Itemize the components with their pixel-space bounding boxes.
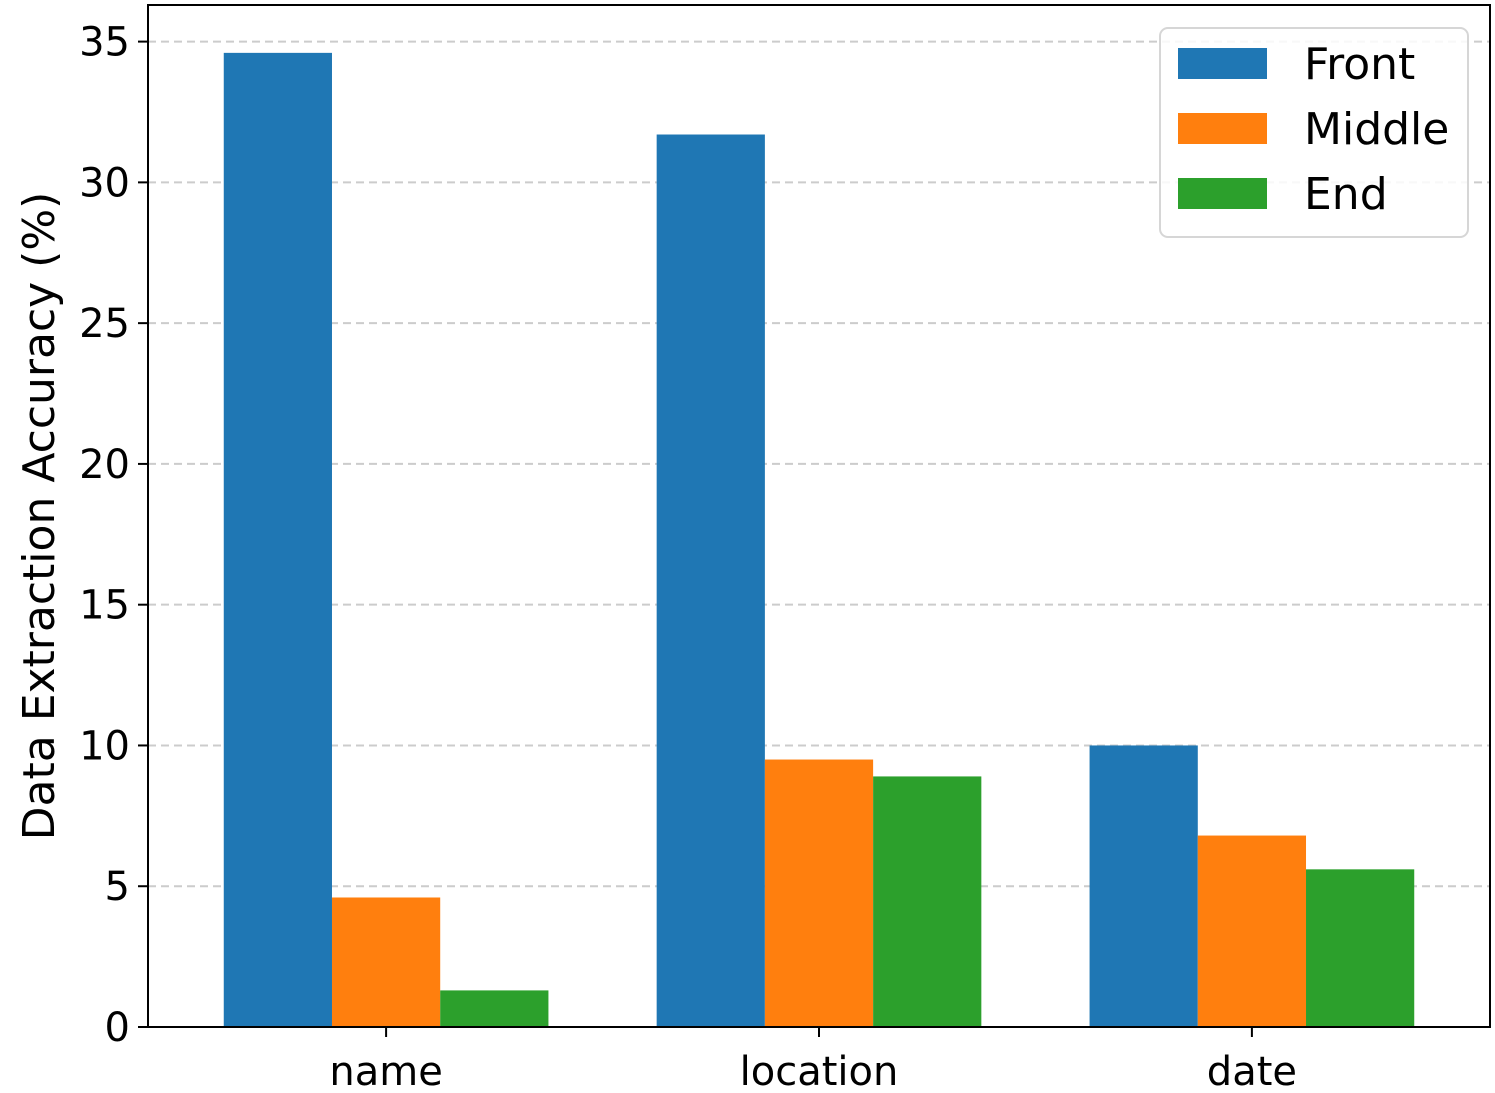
bar-end-date: [1306, 869, 1414, 1027]
legend-label-middle: Middle: [1304, 104, 1449, 155]
bar-front-date: [1090, 745, 1198, 1027]
y-tick-label: 35: [79, 20, 130, 66]
y-axis-title: Data Extraction Accuracy (%): [14, 192, 65, 841]
legend-swatch-end: [1178, 178, 1267, 209]
y-tick-label: 10: [79, 723, 130, 769]
legend-label-end: End: [1304, 169, 1388, 220]
x-tick-label-name: name: [329, 1049, 442, 1089]
legend-swatch-middle: [1178, 113, 1267, 144]
bar-end-name: [440, 990, 548, 1027]
bar-middle-date: [1198, 836, 1306, 1027]
y-tick-label: 20: [79, 442, 130, 488]
legend-label-front: Front: [1304, 39, 1415, 90]
bar-end-location: [873, 776, 981, 1027]
y-tick-label: 30: [79, 160, 130, 206]
bar-middle-location: [765, 760, 873, 1027]
legend-swatch-front: [1178, 48, 1267, 79]
y-tick-label: 25: [79, 301, 130, 347]
y-tick-label: 0: [105, 1005, 130, 1051]
legend: Front Middle End: [1160, 28, 1468, 237]
y-tick-label: 5: [105, 864, 130, 910]
x-tick-label-date: date: [1207, 1049, 1297, 1089]
x-tick-label-location: location: [740, 1049, 899, 1089]
bar-front-name: [224, 53, 332, 1027]
bar-front-location: [657, 135, 765, 1027]
y-tick-label: 15: [79, 583, 130, 629]
bar-middle-name: [332, 897, 440, 1027]
